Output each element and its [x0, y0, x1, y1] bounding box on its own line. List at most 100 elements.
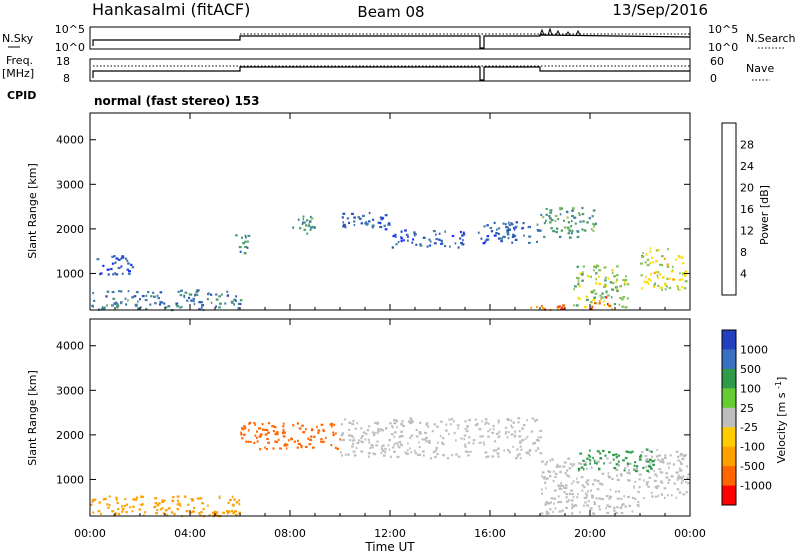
data-cell [604, 295, 607, 299]
data-cell [309, 438, 313, 441]
data-cell [605, 290, 608, 293]
data-cell [608, 451, 611, 454]
data-cell [574, 285, 577, 288]
data-cell [594, 292, 598, 295]
data-cell [360, 440, 363, 443]
data-cell [677, 455, 680, 458]
data-cell [486, 235, 490, 238]
data-cell [339, 438, 341, 441]
data-cell [596, 450, 600, 453]
data-cell [435, 233, 437, 236]
data-cell [601, 296, 604, 299]
data-cell [576, 235, 580, 239]
data-cell [238, 503, 241, 506]
data-cell [626, 471, 630, 474]
data-cell [567, 221, 571, 224]
data-cell [407, 442, 409, 445]
y-tick-label: 1000 [56, 267, 84, 280]
data-cell [577, 283, 580, 286]
data-cell [300, 446, 303, 449]
data-cell [610, 296, 613, 299]
data-cell [492, 424, 495, 428]
data-cell [308, 220, 312, 223]
data-cell [648, 450, 651, 453]
data-cell [557, 308, 560, 311]
data-cell [454, 242, 457, 245]
data-cell [186, 299, 189, 302]
data-cell [554, 214, 558, 218]
data-cell [181, 305, 183, 308]
data-cell [127, 272, 131, 275]
data-cell [616, 474, 619, 477]
data-cell [678, 288, 681, 291]
freq-tick-bottom: 8 [63, 72, 70, 85]
data-cell [618, 303, 621, 306]
data-cell [573, 288, 575, 291]
data-cell [496, 452, 500, 455]
data-cell [521, 227, 524, 230]
data-cell [457, 246, 460, 249]
data-cell [313, 435, 316, 438]
data-cell [415, 435, 419, 438]
x-tick-label: 16:00 [474, 527, 506, 540]
data-cell [598, 275, 600, 278]
data-cell [449, 245, 451, 248]
data-cell [400, 236, 402, 239]
data-cell [544, 463, 547, 466]
data-cell [560, 306, 564, 309]
data-cell [330, 425, 333, 428]
data-cell [154, 497, 158, 500]
data-cell [145, 307, 148, 311]
data-cell [651, 455, 654, 458]
data-cell [258, 435, 262, 438]
data-cell [276, 433, 279, 436]
data-cell [680, 452, 683, 456]
data-cell [644, 460, 647, 463]
data-cell [653, 284, 656, 287]
data-cell [559, 500, 562, 504]
data-cell [579, 511, 581, 514]
data-cell [596, 488, 600, 491]
data-cell [353, 220, 356, 223]
data-cell [120, 257, 123, 260]
data-cell [640, 274, 643, 277]
data-cell [664, 456, 667, 460]
data-cell [562, 484, 565, 487]
data-cell [572, 496, 575, 499]
nsky-right-tick-bottom: 10^0 [708, 41, 738, 54]
data-cell [102, 264, 105, 267]
data-cell [423, 438, 427, 441]
data-cell [586, 457, 589, 460]
data-cell [372, 452, 375, 455]
data-cell [244, 245, 248, 249]
data-cell [611, 269, 614, 272]
data-cell [657, 271, 660, 274]
data-cell [163, 499, 166, 502]
data-cell [176, 499, 179, 502]
data-cell [571, 207, 575, 210]
data-cell [652, 285, 655, 288]
data-cell [578, 469, 580, 472]
data-cell [256, 430, 258, 433]
data-cell [413, 449, 416, 452]
data-cell [383, 224, 386, 227]
data-cell [512, 233, 515, 236]
data-cell [600, 483, 604, 486]
data-cell [233, 298, 237, 301]
data-cell [549, 221, 552, 224]
data-cell [513, 234, 517, 238]
data-cell [505, 226, 508, 229]
data-cell [466, 450, 469, 453]
data-cell [581, 279, 584, 282]
data-cell [570, 499, 574, 502]
data-cell [647, 471, 650, 474]
data-cell [393, 450, 396, 453]
data-cell [645, 481, 649, 484]
data-cell [432, 450, 435, 454]
data-cell [422, 236, 426, 239]
data-cell [393, 422, 397, 425]
data-cell [535, 439, 539, 442]
data-cell [441, 240, 443, 243]
data-cell [425, 423, 428, 426]
data-cell [273, 425, 275, 428]
